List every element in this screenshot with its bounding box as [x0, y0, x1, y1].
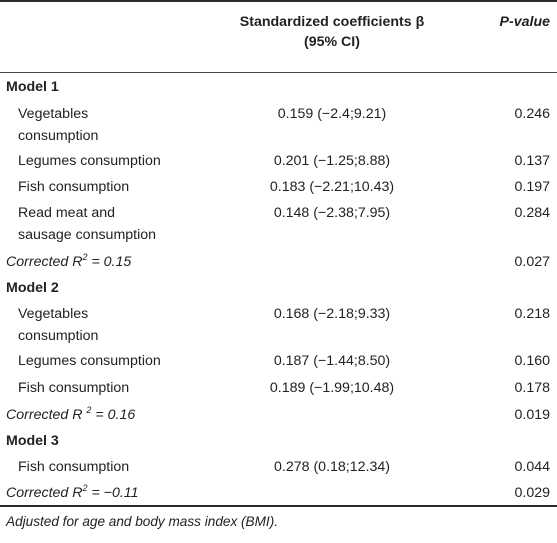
pvalue-cell: 0.044: [514, 459, 550, 475]
row-label: Fish consumption: [18, 179, 130, 195]
row-label: Legumes consumption: [18, 153, 161, 169]
header-rule: [0, 72, 557, 73]
row-label-line1: Vegetables: [18, 306, 89, 322]
corrected-r2-prefix: Corrected R: [6, 407, 87, 423]
row-label: Legumes consumption: [18, 353, 161, 369]
pvalue-cell: 0.178: [514, 380, 550, 396]
row-label-line2: sausage consumption: [18, 227, 157, 243]
pvalue-cell: 0.160: [514, 353, 550, 369]
coef-cell: 0.189 (−1.99;10.48): [269, 380, 395, 396]
model-title: Model 1: [6, 79, 59, 95]
row-label-line2: consumption: [18, 128, 99, 144]
pvalue-cell: 0.218: [514, 306, 550, 322]
corrected-r2: Corrected R 2 = 0.16: [6, 404, 266, 426]
corrected-r2: Corrected R2 = −0.11: [6, 482, 266, 504]
table-bottom-rule: [0, 505, 557, 507]
pvalue-cell: 0.246: [514, 106, 550, 122]
coef-cell: 0.187 (−1.44;8.50): [273, 353, 391, 369]
corrected-r2-suffix: = 0.16: [91, 407, 136, 423]
corrected-r2: Corrected R2 = 0.15: [6, 251, 266, 273]
pvalue-cell: 0.019: [514, 407, 550, 423]
row-label: Read meat and sausage consumption: [18, 202, 218, 246]
corrected-r2-sup: 2: [82, 252, 88, 262]
corrected-r2-prefix: Corrected R: [6, 485, 83, 501]
row-label-line1: Vegetables: [18, 106, 89, 122]
coef-cell: 0.148 (−2.38;7.95): [273, 205, 391, 221]
coef-cell: 0.278 (0.18;12.34): [274, 459, 390, 475]
coef-cell: 0.168 (−2.18;9.33): [273, 306, 391, 322]
table-footnote: Adjusted for age and body mass index (BM…: [6, 514, 279, 529]
corrected-r2-sup: 2: [82, 483, 88, 493]
coef-cell: 0.159 (−2.4;9.21): [277, 106, 387, 122]
row-label: Vegetables consumption: [18, 303, 218, 347]
pvalue-cell: 0.029: [514, 485, 550, 501]
row-label: Fish consumption: [18, 459, 130, 475]
row-label: Vegetables consumption: [18, 103, 218, 147]
corrected-r2-prefix: Corrected R: [6, 254, 83, 270]
model-title: Model 2: [6, 280, 59, 296]
col-header-coefficients-line2: (95% CI): [304, 34, 360, 50]
coef-cell: 0.183 (−2.21;10.43): [269, 179, 395, 195]
col-header-coefficients-line1: Standardized coefficients β: [239, 14, 425, 30]
pvalue-cell: 0.137: [514, 153, 550, 169]
row-label-line1: Read meat and: [18, 205, 116, 221]
pvalue-cell: 0.284: [514, 205, 550, 221]
model-title: Model 3: [6, 433, 59, 449]
pvalue-cell: 0.027: [514, 254, 550, 270]
col-header-pvalue: P-value: [499, 14, 550, 30]
col-header-coefficients: Standardized coefficients β (95% CI): [207, 12, 457, 52]
row-label-line2: consumption: [18, 328, 99, 344]
row-label: Fish consumption: [18, 380, 130, 396]
table-top-rule: [0, 0, 557, 2]
corrected-r2-suffix: = −0.11: [87, 485, 139, 501]
pvalue-cell: 0.197: [514, 179, 550, 195]
coef-cell: 0.201 (−1.25;8.88): [273, 153, 391, 169]
corrected-r2-sup: 2: [86, 405, 92, 415]
corrected-r2-suffix: = 0.15: [87, 254, 132, 270]
